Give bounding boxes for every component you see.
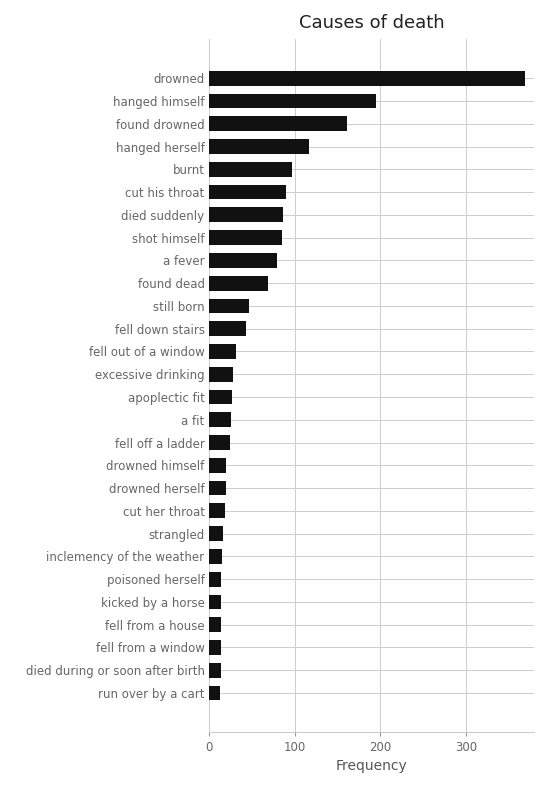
Bar [209,435,230,450]
Bar [209,527,223,541]
Bar [209,617,220,632]
Bar [209,549,222,563]
Bar [209,321,246,336]
X-axis label: Frequency: Frequency [336,759,408,774]
Bar [209,94,376,109]
Bar [209,390,231,405]
Bar [209,116,347,131]
Bar [209,367,233,382]
Bar [209,685,220,700]
Bar [209,412,231,427]
Bar [209,139,309,154]
Bar [209,275,268,290]
Bar [209,344,236,359]
Bar [209,231,282,245]
Bar [209,185,287,199]
Bar [209,504,225,519]
Bar [209,594,222,609]
Bar [209,458,226,473]
Bar [209,663,220,678]
Bar [209,481,226,496]
Bar [209,298,249,313]
Bar [209,253,277,268]
Bar [209,208,283,222]
Bar [209,572,222,586]
Bar [209,162,293,177]
Bar [209,640,220,655]
Bar [209,71,525,86]
Title: Causes of death: Causes of death [299,14,445,32]
